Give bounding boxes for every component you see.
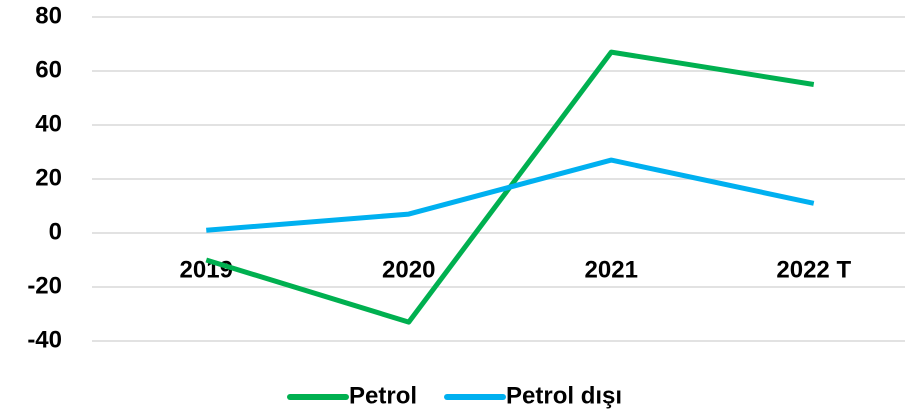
- x-tick-label: 2020: [382, 256, 435, 283]
- legend-label: Petrol dışı: [506, 382, 622, 409]
- y-tick-label: 60: [35, 56, 62, 83]
- y-tick-label: -20: [27, 272, 62, 299]
- y-tick-label: 80: [35, 2, 62, 29]
- legend-label: Petrol: [349, 382, 417, 409]
- y-tick-label: 40: [35, 110, 62, 137]
- y-tick-label: 0: [49, 218, 62, 245]
- y-tick-label: 20: [35, 164, 62, 191]
- series-line: [206, 157, 815, 233]
- x-tick-label: 2022 T: [776, 256, 851, 283]
- y-tick-label: -40: [27, 326, 62, 353]
- x-tick-label: 2021: [585, 256, 638, 283]
